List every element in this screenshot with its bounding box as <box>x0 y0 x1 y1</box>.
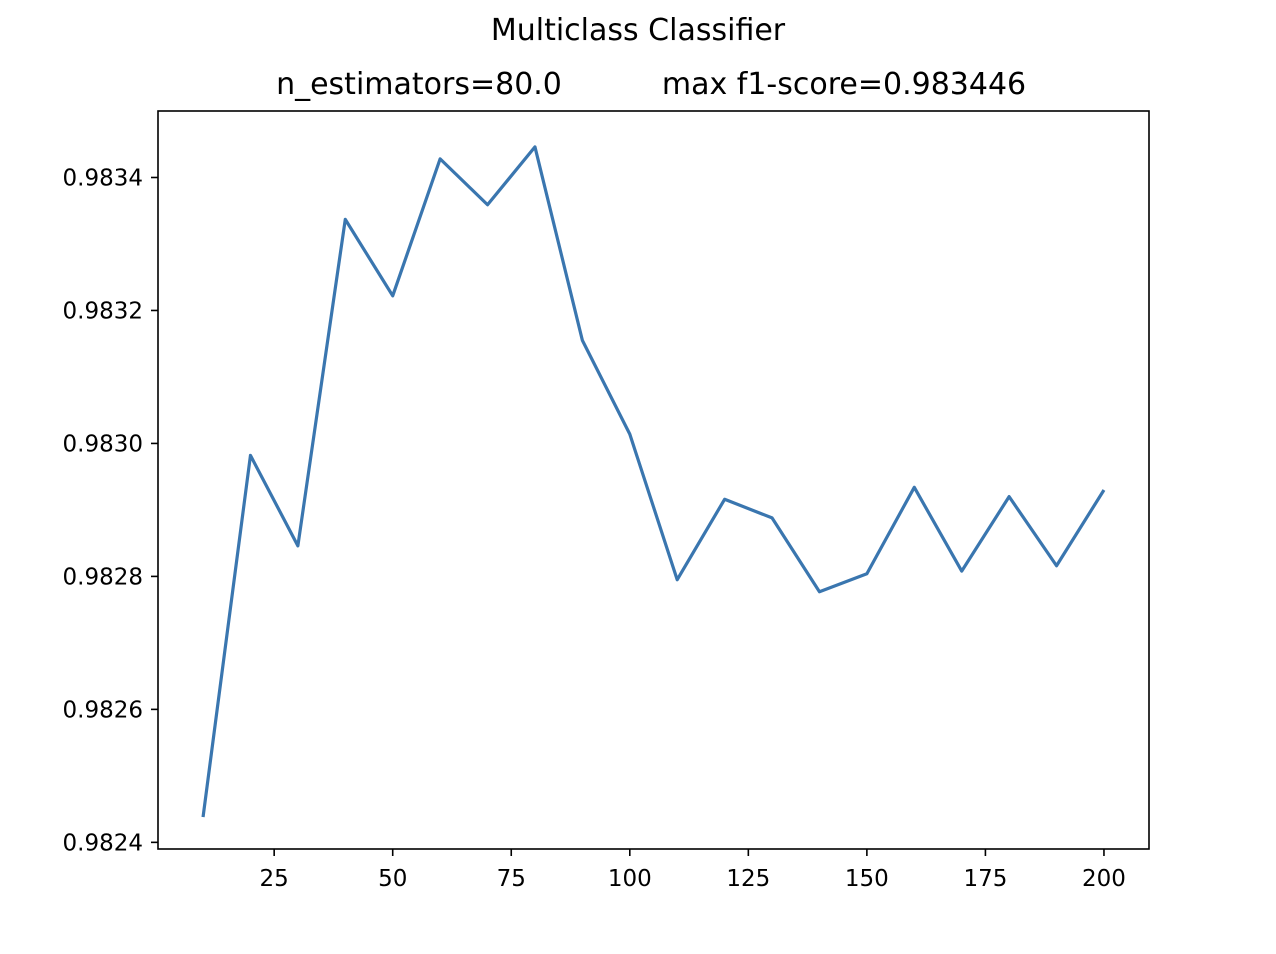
x-tick-label: 50 <box>378 866 407 892</box>
chart-subtitle-left: n_estimators=80.0 <box>276 67 562 102</box>
x-tick-label: 25 <box>260 866 289 892</box>
chart-subtitle-right: max f1-score=0.983446 <box>662 67 1026 102</box>
x-tick-label: 125 <box>726 866 770 892</box>
y-tick-label: 0.9834 <box>63 165 143 191</box>
x-tick-label: 200 <box>1082 866 1126 892</box>
x-axis: 25 50 75 100 125 150 175 200 <box>260 849 1126 892</box>
y-tick-label: 0.9830 <box>63 431 143 457</box>
y-tick-label: 0.9826 <box>63 697 143 723</box>
series-layer <box>201 145 1106 818</box>
y-tick-label: 0.9828 <box>63 564 143 590</box>
x-tick-label: 100 <box>608 866 652 892</box>
x-tick-label: 175 <box>963 866 1007 892</box>
series-line-0 <box>201 145 1106 818</box>
y-axis: 0.9824 0.9826 0.9828 0.9830 0.9832 0.9834 <box>63 165 158 856</box>
x-tick-label: 75 <box>497 866 526 892</box>
plot-area <box>157 110 1150 850</box>
x-tick-label: 150 <box>845 866 889 892</box>
chart-suptitle: Multiclass Classifier <box>491 13 786 48</box>
y-tick-label: 0.9832 <box>63 298 143 324</box>
y-tick-label: 0.9824 <box>63 830 143 856</box>
